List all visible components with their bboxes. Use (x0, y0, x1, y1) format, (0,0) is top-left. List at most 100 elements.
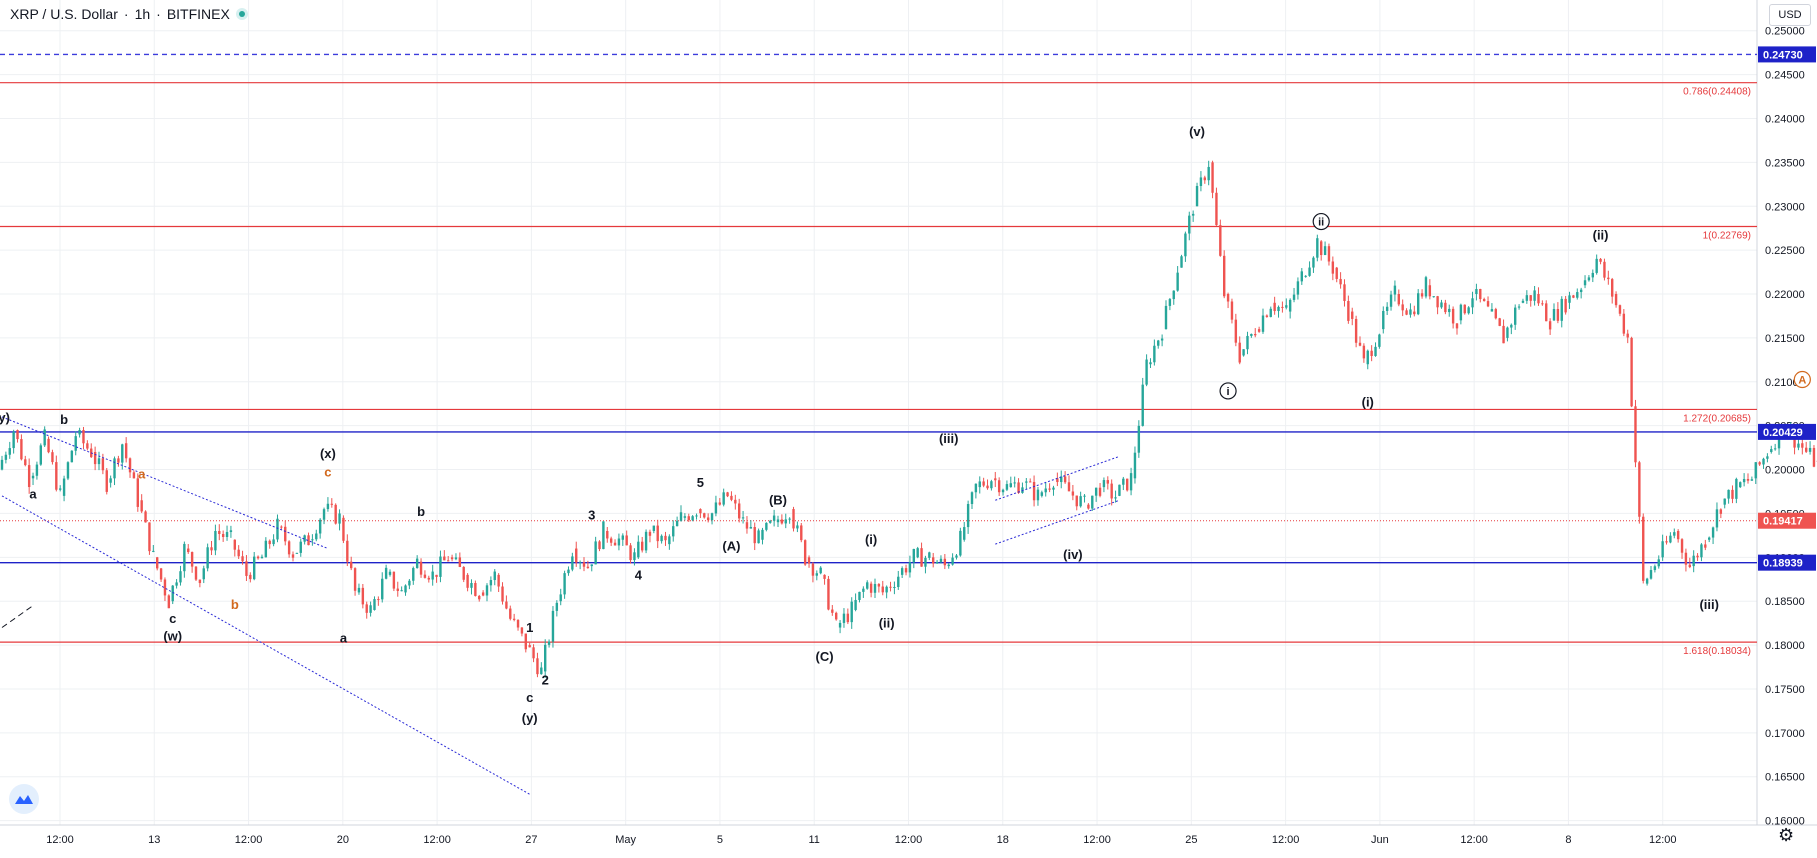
candle-body (412, 568, 414, 581)
header-separator-2: · (156, 6, 161, 22)
candle-body (1095, 488, 1097, 496)
candle-body (144, 511, 146, 522)
candle-body (32, 476, 34, 479)
candle-body (847, 614, 849, 622)
candle-body (525, 634, 527, 650)
candle-body (1169, 299, 1171, 306)
candle-body (431, 572, 433, 580)
candle-body (385, 568, 387, 579)
candle-body (823, 575, 825, 579)
fib-label: 0.786(0.24408) (1683, 87, 1751, 98)
candle-body (94, 452, 96, 464)
candle-body (521, 628, 523, 634)
wave-label: (C) (816, 649, 834, 664)
candle-body (742, 517, 744, 518)
wave-label: 4 (635, 567, 643, 582)
candle-body (1533, 290, 1535, 300)
candle-body (133, 472, 135, 478)
candle-body (1762, 459, 1764, 465)
candle-body (334, 505, 336, 524)
price-tick-label: 0.23000 (1765, 201, 1805, 213)
candle-body (1157, 341, 1159, 346)
candle-body (447, 560, 449, 561)
candle-body (1495, 309, 1497, 318)
currency-button[interactable]: USD (1769, 4, 1811, 26)
time-tick-label: 13 (148, 834, 160, 846)
candle-body (1452, 309, 1454, 324)
candle-body (1052, 488, 1054, 490)
candle-body (1436, 296, 1438, 307)
price-tick-label: 0.18500 (1765, 596, 1805, 608)
wave-label: 3 (588, 508, 595, 523)
candle-body (152, 551, 154, 552)
candle-body (1429, 285, 1431, 296)
candle-body (1138, 426, 1140, 453)
candle-body (486, 585, 488, 595)
candle-body (1332, 261, 1334, 273)
candle-body (909, 562, 911, 572)
candle-body (788, 519, 790, 520)
candle-body (1390, 295, 1392, 307)
candle-body (1083, 496, 1085, 497)
candle-body (206, 547, 208, 568)
candle-body (544, 645, 546, 672)
candle-body (971, 492, 973, 504)
candle-body (536, 658, 538, 674)
price-tick-label: 0.24500 (1765, 70, 1805, 82)
candle-body (684, 516, 686, 518)
candle-body (117, 458, 119, 462)
candle-body (587, 567, 589, 568)
candle-body (358, 588, 360, 593)
candle-body (9, 448, 11, 455)
candle-body (482, 592, 484, 595)
trend-channel-upper (2, 417, 328, 549)
candle-body (43, 429, 45, 445)
candle-body (1110, 484, 1112, 499)
candle-body (1122, 479, 1124, 485)
candle-body (195, 567, 197, 580)
candle-body (1076, 496, 1078, 507)
candle-body (342, 518, 344, 541)
candle-body (629, 545, 631, 560)
candle-body (1700, 544, 1702, 557)
candle-body (827, 579, 829, 610)
candle-body (494, 572, 496, 580)
candle-body (672, 526, 674, 536)
candle-body (1545, 303, 1547, 321)
candle-body (237, 550, 239, 557)
candle-body (1126, 479, 1128, 491)
candle-body (583, 562, 585, 567)
tradingview-logo-icon[interactable] (9, 784, 39, 814)
candle-body (1774, 448, 1776, 449)
candle-body (1336, 268, 1338, 279)
candle-body (1149, 362, 1151, 364)
candle-body (1370, 351, 1372, 356)
price-label-text: 0.18939 (1763, 558, 1803, 570)
candle-body (1130, 473, 1132, 490)
candle-body (1246, 336, 1248, 349)
wave-label: b (60, 412, 68, 427)
candle-body (265, 541, 267, 558)
candle-body (1, 460, 3, 470)
candle-body (315, 533, 317, 539)
candle-body (439, 557, 441, 577)
candle-body (1561, 299, 1563, 321)
interval-label[interactable]: 1h (135, 6, 151, 22)
wave-label: c (324, 465, 331, 480)
market-open-icon (236, 8, 248, 20)
candle-body (1417, 293, 1419, 314)
candle-body (614, 543, 616, 546)
symbol-title[interactable]: XRP / U.S. Dollar (10, 6, 118, 22)
settings-gear-icon[interactable]: ⚙ (1778, 825, 1794, 846)
candle-body (113, 458, 115, 478)
candle-body (591, 564, 593, 566)
exchange-label: BITFINEX (167, 6, 230, 22)
time-tick-label: 12:00 (1083, 834, 1111, 846)
candle-body (230, 530, 232, 532)
candle-body (757, 530, 759, 543)
candle-body (1285, 305, 1287, 307)
candle-body (129, 458, 131, 472)
